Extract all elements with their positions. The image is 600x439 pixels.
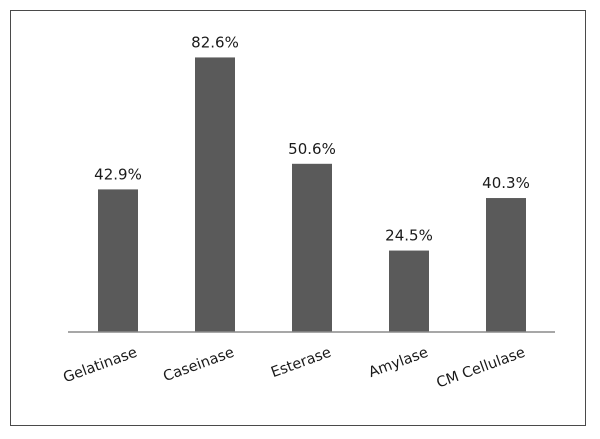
category-label-esterase: Esterase <box>269 345 333 381</box>
bar-esterase <box>292 163 332 332</box>
category-label-amylase: Amylase <box>367 345 431 381</box>
category-label-cm-cellulase: CM Cellulase <box>435 345 528 392</box>
data-label-caseinase: 82.6% <box>191 33 239 51</box>
data-label-amylase: 24.5% <box>385 227 433 245</box>
bar-gelatinase <box>98 189 138 332</box>
bar-caseinase <box>195 57 235 333</box>
data-label-cm-cellulase: 40.3% <box>482 174 530 192</box>
category-label-caseinase: Caseinase <box>161 345 236 385</box>
bars-layer <box>98 57 526 333</box>
bar-cm-cellulase <box>486 198 526 332</box>
category-label-gelatinase: Gelatinase <box>61 345 139 387</box>
bar-amylase <box>389 250 429 332</box>
category-labels-layer: Gelatinase Caseinase Esterase Amylase CM Cel… <box>61 345 527 392</box>
data-label-esterase: 50.6% <box>288 140 336 158</box>
data-labels-layer: 42.9% 82.6% 50.6% 24.5% 40.3% <box>94 33 530 244</box>
data-label-gelatinase: 42.9% <box>94 165 142 183</box>
